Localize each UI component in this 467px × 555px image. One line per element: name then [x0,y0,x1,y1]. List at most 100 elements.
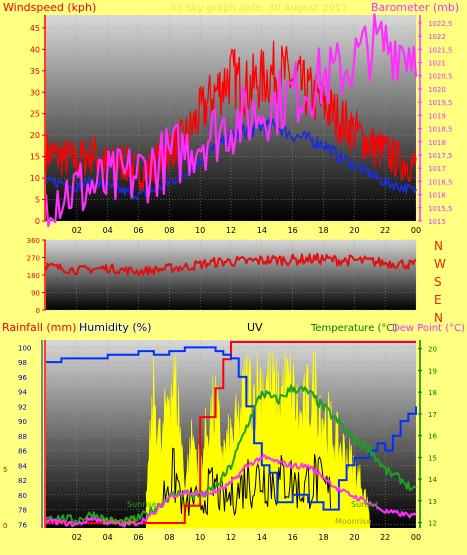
x-tick-label: 12 [226,226,236,235]
temperature-tick-label: 19 [428,367,437,375]
barometer-tick-label: 1018,5 [428,126,453,134]
humidity-tick-label: 88 [18,433,27,441]
barometer-tick-label: 1019 [428,112,446,120]
barometer-tick-label: 1017,5 [428,152,453,160]
barometer-tick-label: 1018 [428,139,446,147]
dew-point-line [45,454,417,528]
compass-n-bottom: N [434,311,443,325]
temperature-tick-label: 20 [428,346,437,354]
dew-point-axis-label: Dew Point (°C) [392,323,465,334]
barometer-tick-label: 1021,5 [428,46,453,54]
direction-tick-label: 270 [27,255,40,263]
wind-direction-line [45,252,417,276]
compass-e: E [434,293,442,307]
barometer-tick-label: 1016 [428,192,446,200]
humidity-tick-label: 80 [18,492,27,500]
x-tick-label: 06 [133,226,143,235]
sunset-label: Sunset [351,500,378,509]
x-tick-label: 16 [288,533,298,542]
temperature-tick-label: 12 [428,520,437,528]
temperature-tick-label: 18 [428,389,437,397]
compass-n-top: N [434,239,443,253]
barometer-tick-label: 1022 [428,33,446,41]
barometer-tick-label: 1015,5 [428,205,453,213]
uv-axis-label: UV [247,321,263,334]
humidity-line [46,346,417,511]
humidity-tick-label: 78 [18,507,27,515]
direction-panel-background [46,240,416,310]
barometer-tick-label: 1017 [428,165,446,173]
temperature-tick-label: 16 [428,433,437,441]
moonrise-label: Moonrise [335,517,371,526]
windspeed-axis-label: Windspeed (kph) [3,1,96,14]
humidity-axis-label: Humidity (%) [79,321,151,334]
x-tick-label: 06 [133,533,143,542]
x-tick-label: 14 [257,226,267,235]
temperature-axis-label: Temperature (°C) [310,323,397,334]
humidity-tick-label: 86 [18,448,27,456]
barometer-tick-label: 1015 [428,218,446,226]
rain-tick-label: 5 [3,466,7,474]
barometer-tick-label: 1022,5 [428,20,453,28]
windspeed-tick-label: 5 [35,196,40,205]
windspeed-tick-label: 30 [30,88,40,97]
temperature-tick-label: 14 [428,476,437,484]
x-tick-label: 22 [380,533,390,542]
x-tick-label: 20 [349,226,359,235]
windspeed-tick-label: 10 [30,174,40,183]
windspeed-tick-label: 20 [30,131,40,140]
x-tick-label: 04 [103,533,113,542]
solar-line [161,447,332,517]
temperature-tick-label: 17 [428,411,437,419]
rainfall-axis-label: Rainfall (mm) [2,321,76,334]
x-tick-label: 00 [411,226,421,235]
compass-s: S [434,275,442,289]
x-tick-label: 20 [349,533,359,542]
direction-tick-label: 90 [31,290,40,298]
x-tick-label: 08 [164,226,174,235]
x-tick-label: 18 [318,226,328,235]
x-tick-label: 12 [226,533,236,542]
humidity-tick-label: 84 [18,462,27,470]
windspeed-tick-label: 35 [30,67,40,76]
humidity-tick-label: 92 [18,403,27,411]
windspeed-tick-label: 15 [30,153,40,162]
x-tick-label: 04 [103,226,113,235]
humidity-tick-label: 76 [18,521,27,529]
barometer-tick-label: 1020 [428,86,446,94]
x-tick-label: 18 [318,533,328,542]
barometer-axis-label: Barometer (mb) [371,1,459,14]
humidity-tick-label: 90 [18,418,27,426]
temperature-line [45,384,417,528]
direction-tick-label: 0 [36,307,40,315]
rain-zero-label: 0 [3,522,7,530]
temperature-tick-label: 13 [428,498,437,506]
barometer-tick-label: 1020,5 [428,73,453,81]
barometer-tick-label: 1021 [428,60,446,68]
x-tick-label: 10 [195,533,205,542]
barometer-tick-label: 1016,5 [428,178,453,186]
windspeed-tick-label: 0 [35,217,40,226]
compass-w: W [434,257,446,271]
moonset-label: Moonset [102,517,136,526]
barometer-tick-label: 1019,5 [428,99,453,107]
x-tick-label: 22 [380,226,390,235]
x-tick-label: 00 [411,533,421,542]
windspeed-tick-label: 40 [30,45,40,54]
windspeed-tick-label: 25 [30,110,40,119]
temperature-tick-label: 15 [428,454,437,462]
x-tick-label: 08 [164,533,174,542]
humidity-tick-label: 98 [18,359,27,367]
sunrise-label: Sunrise [127,500,157,509]
x-tick-label: 10 [195,226,205,235]
humidity-tick-label: 82 [18,477,27,485]
humidity-tick-label: 100 [18,344,31,352]
direction-tick-label: 180 [27,272,40,280]
humidity-tick-label: 96 [18,374,27,382]
humidity-tick-label: 94 [18,389,27,397]
x-tick-label: 14 [257,533,267,542]
barometer-line [44,13,418,228]
x-tick-label: 02 [72,533,82,542]
chart-title: All Sky graph date: 30 August 2017 [170,3,348,14]
